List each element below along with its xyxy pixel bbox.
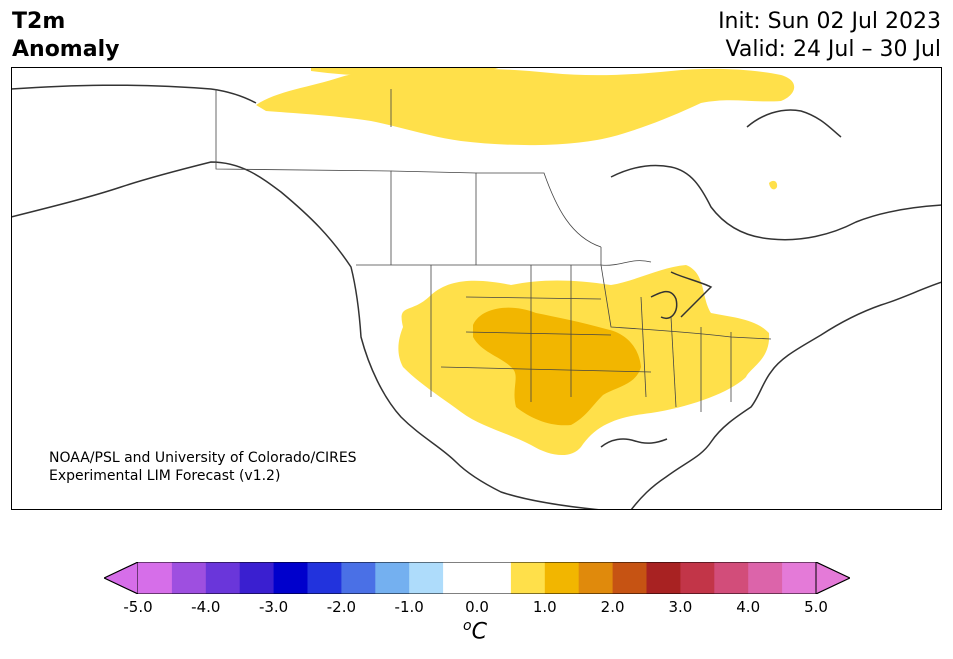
colorbar-tick-label: -1.0 [394, 598, 424, 616]
colorbar-segment [578, 562, 614, 594]
colorbar-segment [477, 562, 512, 594]
colorbar-tick-label: 3.0 [668, 598, 693, 616]
credit-text: NOAA/PSL and University of Colorado/CIRE… [49, 449, 357, 485]
colorbar-ticks: -5.0 -4.0 -3.0 -2.0 -1.0 0.0 1.0 2.0 3.0 4.0 5.0 [0, 598, 953, 618]
unit-celsius: C [471, 619, 487, 645]
colorbar-segment [138, 562, 173, 594]
valid-date: Valid: 24 Jul – 30 Jul [725, 37, 941, 62]
anomaly-region-us-dark [473, 307, 641, 426]
title-variable: T2m [12, 9, 66, 34]
colorbar-segment [443, 562, 478, 594]
colorbar-tick-label: 1.0 [532, 598, 557, 616]
map-frame [11, 67, 942, 510]
credit-line-2: Experimental LIM Forecast (v1.2) [49, 468, 281, 484]
title-anomaly: Anomaly [12, 37, 120, 62]
anomaly-region-small-island [769, 180, 778, 190]
colorbar [104, 562, 850, 594]
init-date: Init: Sun 02 Jul 2023 [718, 9, 941, 34]
colorbar-tick-label: -5.0 [123, 598, 153, 616]
colorbar-segment [612, 562, 647, 594]
colorbar-tick-label: 5.0 [804, 598, 828, 616]
colorbar-segment [714, 562, 749, 594]
colorbar-segment [375, 562, 410, 594]
colorbar-tick-label: 0.0 [465, 598, 489, 616]
colorbar-tick-label: 4.0 [736, 598, 761, 616]
colorbar-over-arrow [815, 562, 850, 594]
credit-line-1: NOAA/PSL and University of Colorado/CIRE… [49, 450, 357, 466]
colorbar-tick-label: -3.0 [258, 598, 289, 616]
colorbar-tick-label: -2.0 [326, 598, 357, 616]
colorbar-segment [171, 562, 207, 594]
colorbar-segment [239, 562, 275, 594]
anomaly-region-arctic [256, 68, 795, 146]
colorbar-segment [748, 562, 783, 594]
colorbar-under-arrow [104, 562, 139, 594]
colorbar-segment [205, 562, 241, 594]
colorbar-segment [273, 562, 308, 594]
anomaly-region-arctic-north [311, 67, 501, 76]
anomaly-map [11, 67, 942, 510]
unit-degree: o [463, 618, 472, 634]
colorbar-segment [341, 562, 376, 594]
colorbar-segment [680, 562, 715, 594]
colorbar-segment [409, 562, 444, 594]
colorbar-segment [782, 562, 817, 594]
colorbar-segment [307, 562, 342, 594]
colorbar-segment [646, 562, 681, 594]
colorbar-tick-label: 2.0 [600, 598, 625, 616]
forecast-dates: Init: Sun 02 Jul 2023 Valid: 24 Jul – 30… [718, 8, 941, 64]
colorbar-segment [544, 562, 580, 594]
colorbar-unit: oC [463, 618, 487, 644]
colorbar-segment [510, 562, 546, 594]
coastlines [11, 84, 942, 510]
colorbar-tick-label: -4.0 [191, 598, 221, 616]
borders [215, 89, 772, 412]
map-title: T2m Anomaly [12, 8, 119, 64]
